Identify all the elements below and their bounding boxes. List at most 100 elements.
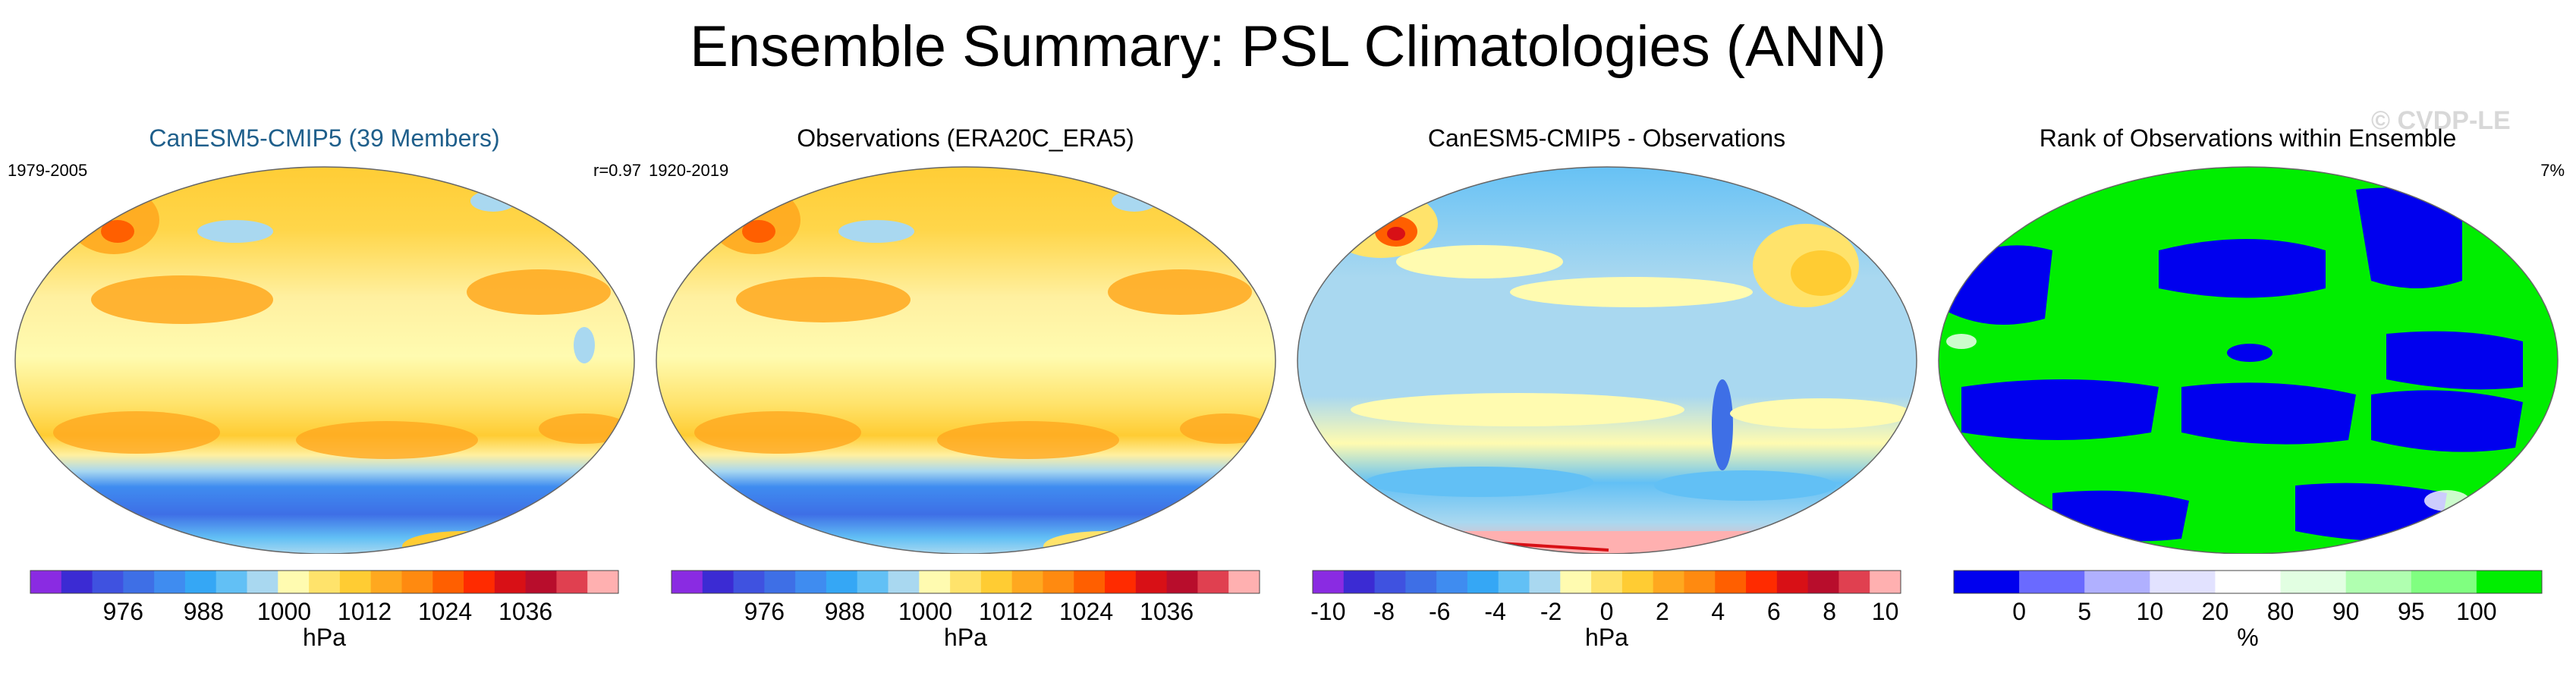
colorbar-swatch	[1197, 571, 1229, 593]
watermark-text: © CVDP-LE	[2371, 106, 2511, 135]
colorbar-tick-label: 0	[1599, 598, 1614, 625]
colorbar-swatch	[1776, 571, 1809, 593]
panel-difference: CanESM5-CMIP5 - Observations	[1290, 114, 1923, 676]
colorbar-swatch	[2215, 571, 2282, 593]
colorbar-swatch	[2476, 571, 2543, 593]
colorbar-tick-label: -4	[1484, 598, 1506, 625]
colorbar-swatch	[1043, 571, 1074, 593]
colorbar-swatch	[857, 571, 889, 593]
colorbar-swatch	[1529, 571, 1561, 593]
colorbar-border	[1953, 570, 2543, 594]
colorbar-swatch	[525, 571, 557, 593]
colorbar-border	[30, 570, 619, 594]
correlation-label: r=0.97	[593, 161, 641, 180]
rank-percentage-label: 7%	[2540, 161, 2565, 180]
colorbar-swatch	[795, 571, 827, 593]
colorbar-swatch	[888, 571, 920, 593]
figure-title: Ensemble Summary: PSL Climatologies (ANN…	[690, 14, 1886, 79]
panel-rank: Rank of Observations within Ensemble 7% …	[1931, 114, 2565, 676]
colorbar-tick-label: 4	[1711, 598, 1725, 625]
colorbar-swatch	[1074, 571, 1106, 593]
panel-title: Rank of Observations within Ensemble	[2039, 124, 2457, 152]
colorbar-tick-label: 90	[2332, 598, 2360, 625]
colorbar-tick-label: 1036	[499, 598, 553, 625]
colorbar-tick-label: 100	[2456, 598, 2497, 625]
colorbar-tick-label: 988	[183, 598, 225, 625]
colorbar-tick-label: 988	[824, 598, 866, 625]
colorbar-tick-label: -2	[1540, 598, 1562, 625]
map-difference	[1297, 166, 1917, 554]
colorbar-swatch	[919, 571, 951, 593]
colorbar-tick-label: 2	[1656, 598, 1669, 625]
colorbar-swatch	[215, 571, 248, 593]
colorbar-tick-label: 8	[1823, 598, 1837, 625]
colorbar-tick-label: 0	[2012, 598, 2027, 625]
colorbar-swatch	[1436, 571, 1468, 593]
period-label: 1920-2019	[649, 161, 729, 180]
panel-title: CanESM5-CMIP5 (39 Members)	[149, 124, 500, 152]
colorbar-tick-label: 6	[1766, 598, 1781, 625]
colorbar-swatch	[1166, 571, 1198, 593]
colorbar-swatch	[1313, 571, 1345, 593]
colorbar-tick-label: 1000	[898, 598, 953, 625]
colorbar-swatch	[2345, 571, 2412, 593]
colorbar-swatch	[1838, 571, 1870, 593]
colorbar-swatch	[1228, 571, 1260, 593]
colorbar-swatch	[1870, 571, 1901, 593]
colorbar-unit: hPa	[944, 624, 987, 651]
colorbar-tick-label: 1012	[337, 598, 392, 625]
colorbar-tick-label: 1024	[417, 598, 473, 625]
colorbar-swatch	[30, 571, 62, 593]
colorbar-unit: hPa	[1585, 624, 1628, 651]
colorbar-unit: %	[2237, 624, 2259, 651]
colorbar-swatch	[1684, 571, 1716, 593]
colorbar-swatch	[1653, 571, 1684, 593]
colorbar-swatch	[950, 571, 982, 593]
colorbar-swatch	[556, 571, 588, 593]
colorbar-swatch	[154, 571, 186, 593]
colorbar-swatch	[2280, 571, 2347, 593]
colorbar	[1312, 570, 1901, 594]
colorbar-tick-label: 1036	[1140, 598, 1194, 625]
colorbar-swatch	[2150, 571, 2216, 593]
colorbar	[671, 570, 1260, 594]
colorbar-swatch	[1405, 571, 1437, 593]
colorbar-swatch	[1954, 571, 2020, 593]
panel-model-climatology: CanESM5-CMIP5 (39 Members) 1979-2005 r=0…	[8, 114, 641, 676]
colorbar-swatch	[1560, 571, 1592, 593]
colorbar-swatch	[278, 571, 310, 593]
map-observations	[656, 166, 1276, 554]
colorbar-tick-label: 20	[2201, 598, 2229, 625]
colorbar	[1953, 570, 2543, 594]
colorbar-tick-label: 5	[2077, 598, 2092, 625]
panel-title: Observations (ERA20C_ERA5)	[797, 124, 1134, 152]
colorbar-swatch	[1746, 571, 1778, 593]
colorbar-tick-label: -8	[1373, 598, 1395, 625]
colorbar-tick-label: -6	[1429, 598, 1451, 625]
colorbar-swatch	[587, 571, 619, 593]
colorbar-tick-label: 976	[744, 598, 785, 625]
colorbar-swatch	[2019, 571, 2085, 593]
panel-title: CanESM5-CMIP5 - Observations	[1427, 124, 1786, 152]
colorbar-swatch	[733, 571, 765, 593]
colorbar-swatch	[1135, 571, 1168, 593]
colorbar-tick-label: 80	[2266, 598, 2294, 625]
panel-observations-climatology: Observations (ERA20C_ERA5) 1920-2019 976…	[649, 114, 1282, 676]
colorbar-swatch	[1715, 571, 1747, 593]
colorbar-swatch	[92, 571, 124, 593]
map-rank	[1938, 166, 2559, 554]
colorbar-swatch	[2411, 571, 2477, 593]
map-model	[14, 166, 635, 554]
colorbar-tick-label: 1000	[256, 598, 312, 625]
colorbar-swatch	[247, 571, 278, 593]
colorbar-swatch	[61, 571, 93, 593]
colorbar-tick-label: 1024	[1058, 598, 1114, 625]
colorbar-swatch	[1498, 571, 1530, 593]
colorbar-swatch	[1591, 571, 1623, 593]
colorbar-swatch	[1343, 571, 1376, 593]
colorbar-swatch	[826, 571, 858, 593]
colorbar-swatch	[123, 571, 155, 593]
colorbar-border	[671, 570, 1260, 594]
colorbar-swatch	[1105, 571, 1137, 593]
period-label: 1979-2005	[8, 161, 88, 180]
